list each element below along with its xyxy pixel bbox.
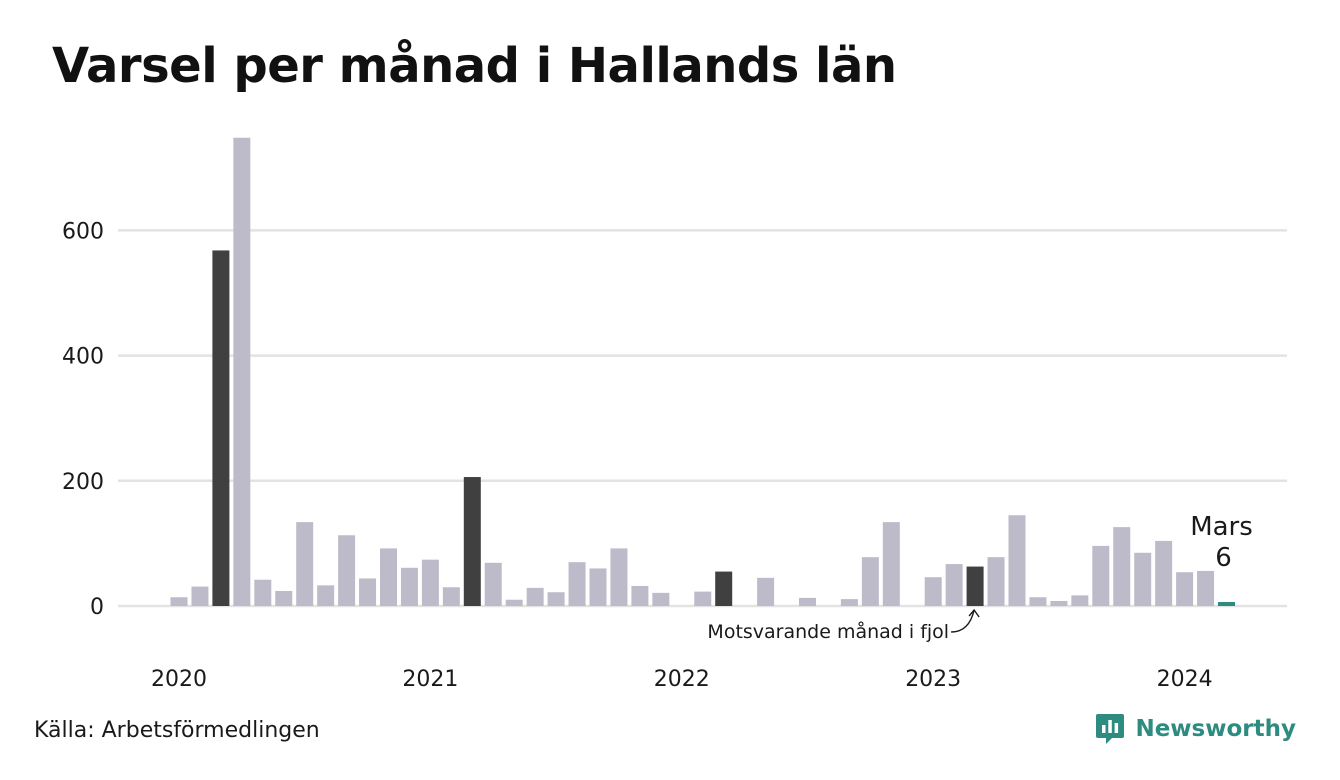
bar: [400, 567, 418, 606]
bar: [882, 522, 900, 606]
bar: [547, 592, 565, 606]
y-tick-label: 600: [62, 219, 104, 244]
bar: [589, 568, 607, 606]
bar: [505, 599, 523, 606]
bar: [380, 548, 397, 606]
newsworthy-logo-icon: [1096, 714, 1125, 744]
x-tick-label: 2023: [905, 667, 961, 692]
bar: [694, 591, 712, 606]
bars: [170, 137, 1235, 606]
x-tick-label: 2021: [402, 667, 458, 692]
x-axis-ticks: 2020 2021 2022 2023 2024: [151, 667, 1213, 692]
bar: [799, 597, 816, 606]
bar: [296, 522, 314, 606]
bar-chart: 0 200 400 600 2020 2021 2022 2023 2024 Motsvara…: [62, 137, 1287, 692]
bar: [1113, 527, 1131, 606]
y-tick-label: 400: [62, 345, 104, 370]
last-month-label: Mars: [1190, 512, 1253, 542]
y-tick-label: 0: [90, 595, 104, 620]
bar: [840, 599, 858, 606]
annotations: Motsvarande månad i fjol Mars 6: [707, 512, 1252, 643]
bar: [275, 590, 293, 606]
brand-logo[interactable]: Newsworthy: [1095, 712, 1296, 746]
bar: [987, 557, 1005, 606]
brand-name: Newsworthy: [1135, 716, 1296, 742]
x-tick-label: 2024: [1157, 667, 1213, 692]
bar: [631, 585, 649, 606]
x-tick-label: 2022: [654, 667, 710, 692]
source-note: Källa: Arbetsförmedlingen: [34, 718, 320, 743]
bar: [924, 577, 942, 606]
bar: [338, 535, 356, 606]
y-axis-ticks: 0 200 400 600: [62, 219, 104, 620]
bar-highlighted: [715, 571, 733, 606]
bar: [945, 564, 963, 606]
last-value-label: 6: [1215, 543, 1232, 573]
bar: [757, 577, 775, 606]
bar: [1071, 595, 1089, 606]
bar: [1155, 540, 1173, 606]
bar: [1134, 552, 1152, 606]
bar: [191, 586, 209, 606]
bar: [610, 548, 628, 606]
bar: [861, 557, 879, 606]
previous-year-annotation: Motsvarande månad i fjol: [707, 620, 949, 643]
bar: [568, 562, 586, 606]
bar: [170, 597, 188, 606]
bar: [526, 587, 544, 606]
bar: [652, 592, 670, 606]
bar: [1176, 572, 1194, 606]
chart-title: Varsel per månad i Hallands län: [52, 38, 897, 94]
bar-highlighted: [463, 477, 481, 606]
bar-current-month: [1218, 602, 1235, 606]
bar: [317, 585, 335, 606]
bar: [1050, 600, 1068, 606]
bar: [484, 562, 502, 606]
bar: [233, 137, 251, 606]
y-tick-label: 200: [62, 470, 104, 495]
x-tick-label: 2020: [151, 667, 207, 692]
previous-year-arrow: [951, 608, 980, 633]
bar: [1092, 545, 1110, 606]
bar: [442, 587, 460, 606]
bar-highlighted: [966, 566, 984, 606]
bar: [359, 578, 377, 606]
bar-highlighted: [212, 250, 230, 606]
bar: [1008, 515, 1026, 606]
grid-lines: [118, 229, 1287, 608]
bar: [254, 579, 272, 606]
bar: [421, 559, 439, 606]
bar: [1029, 597, 1047, 606]
bar: [1197, 570, 1215, 606]
